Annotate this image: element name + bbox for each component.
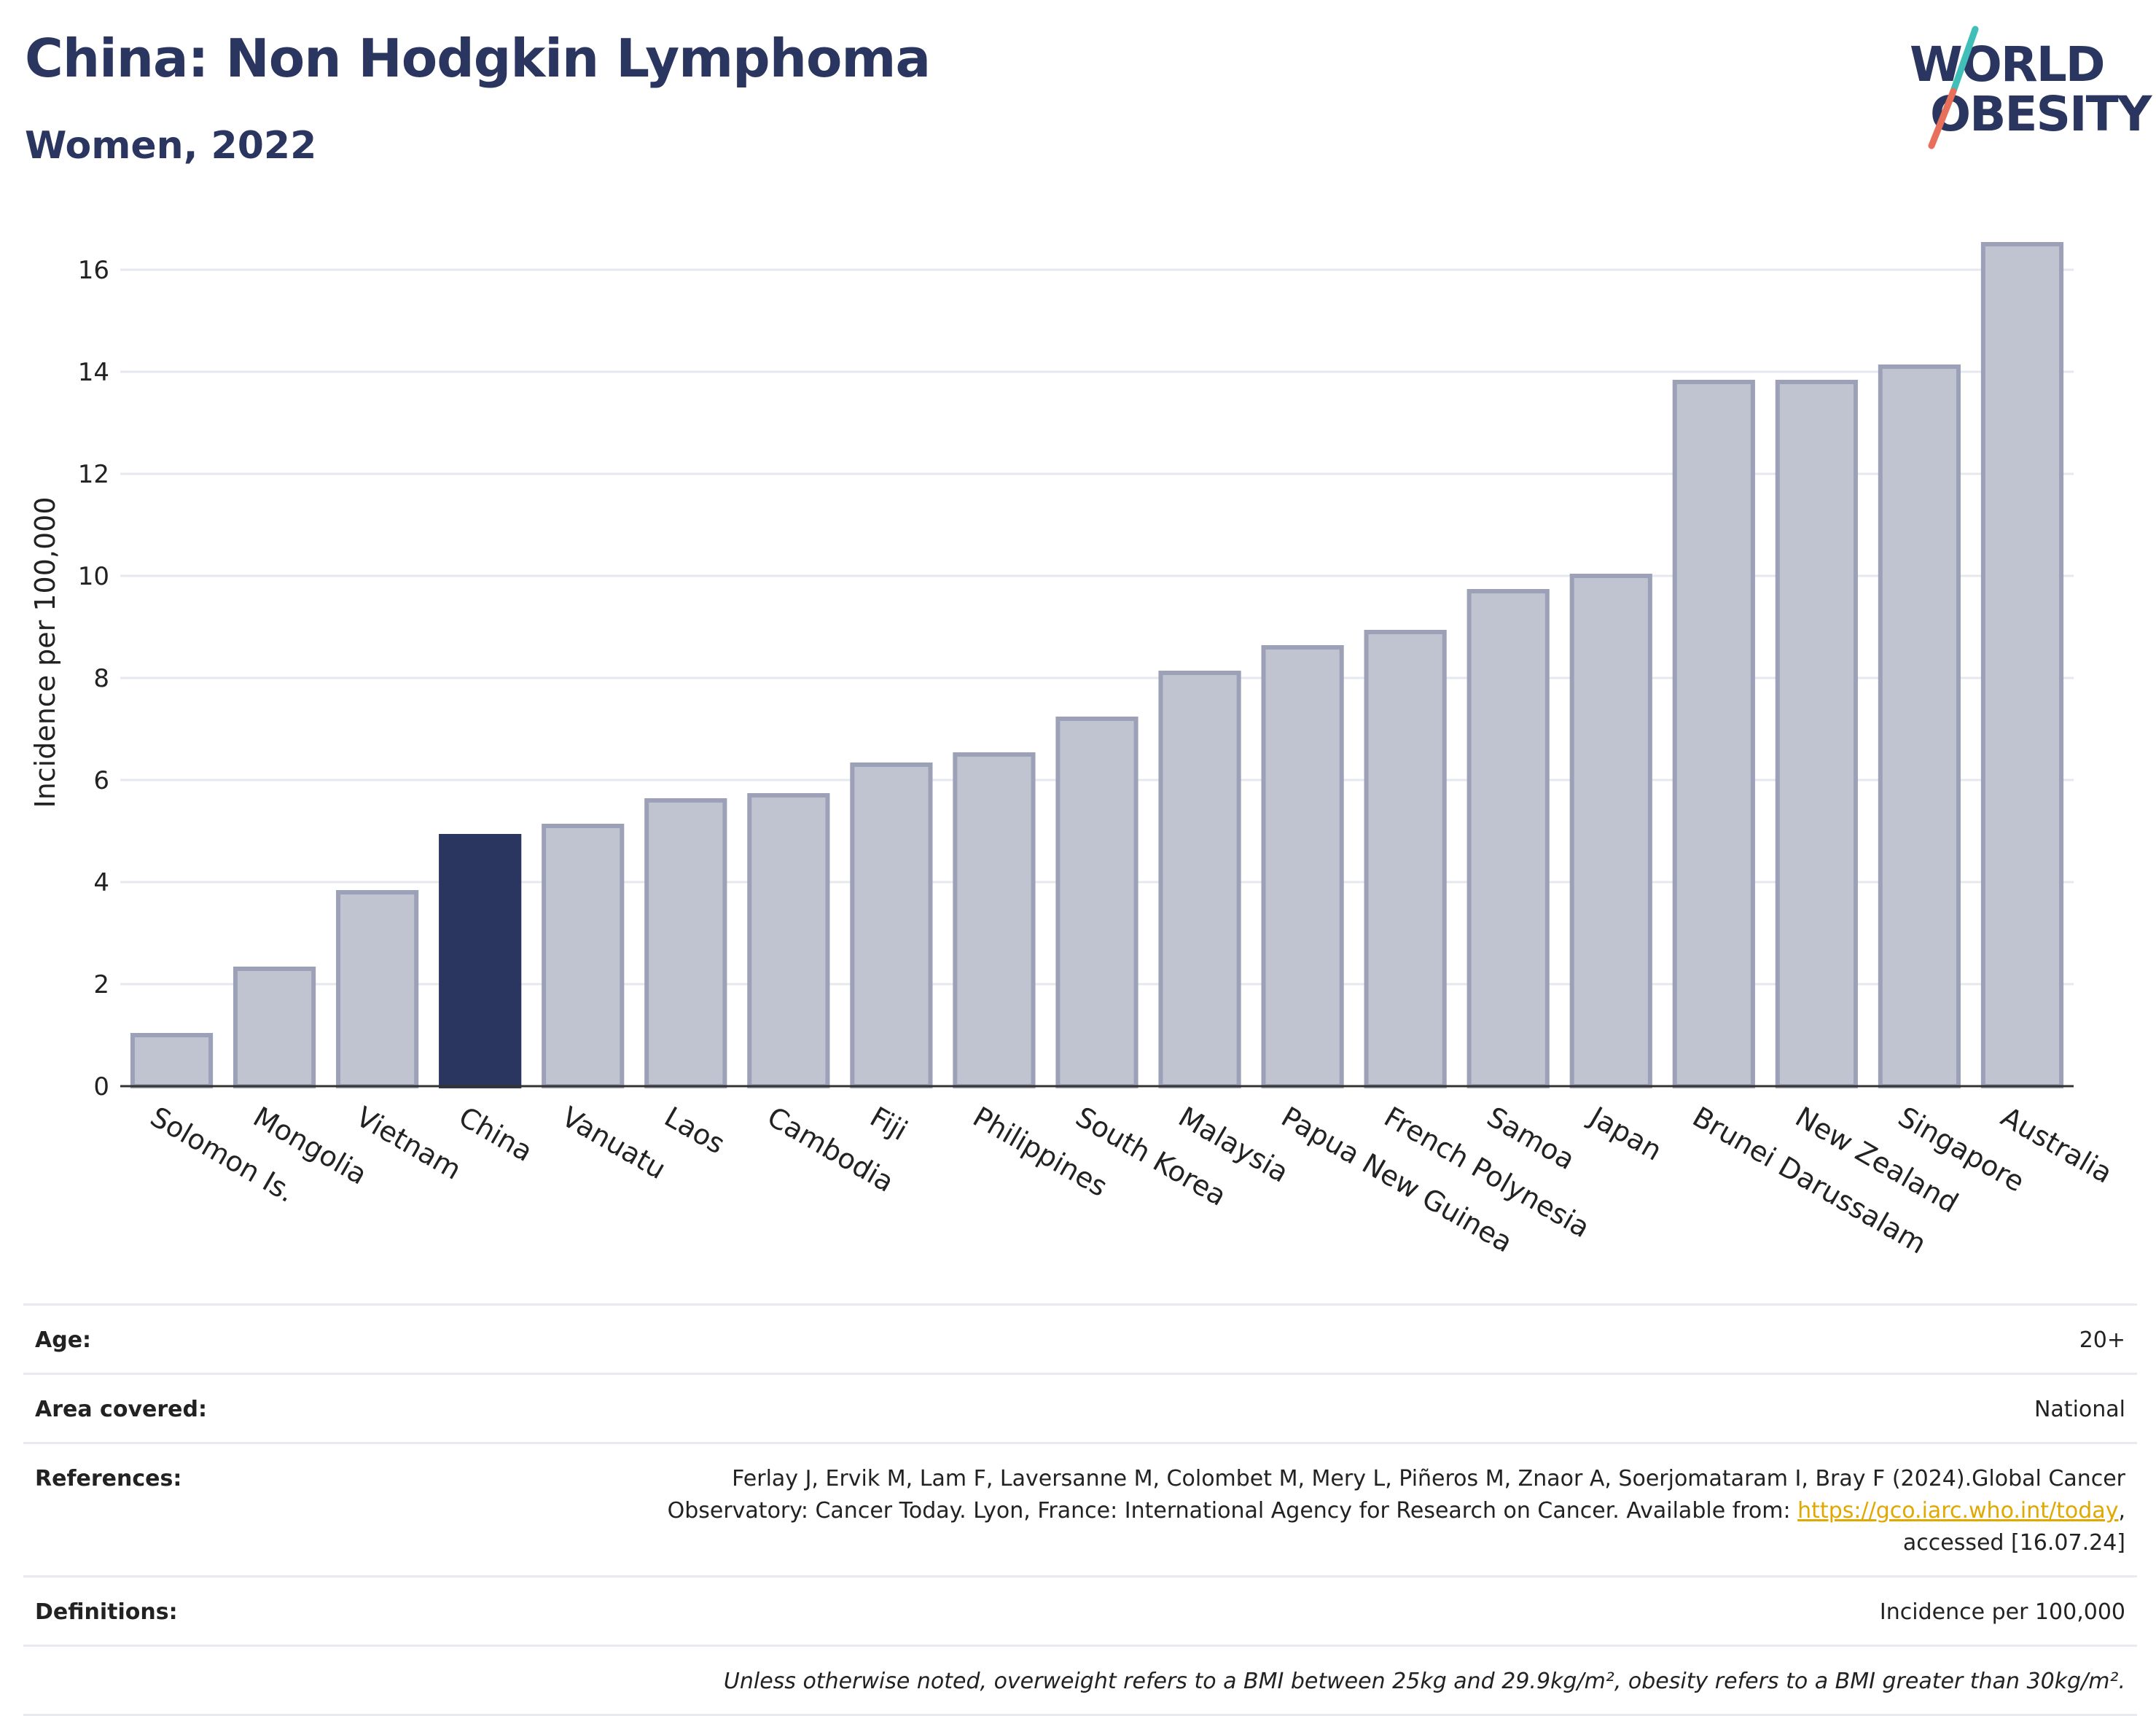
bar-mongolia [233, 967, 316, 1088]
y-tick-label: 16 [78, 256, 109, 285]
area-value: National [2034, 1397, 2125, 1422]
bar-singapore [1878, 364, 1961, 1088]
y-tick-label: 8 [93, 664, 109, 693]
logo-line1: WORLD [1910, 36, 2106, 93]
definitions-label: Definitions: [35, 1599, 178, 1625]
info-row-age: Age: 20+ [23, 1303, 2137, 1373]
bar-brunei-darussalam [1672, 380, 1755, 1088]
age-value: 20+ [2079, 1327, 2125, 1353]
info-row-note: Unless otherwise noted, overweight refer… [23, 1645, 2137, 1716]
bar-cambodia [747, 793, 830, 1088]
y-tick-label: 10 [78, 562, 109, 591]
y-tick-label: 0 [93, 1072, 109, 1101]
chart-title: China: Non Hodgkin Lymphoma [25, 28, 931, 89]
bar-samoa [1466, 589, 1550, 1088]
y-tick-label: 4 [93, 868, 109, 897]
references-link[interactable]: https://gco.iarc.who.int/today [1797, 1498, 2119, 1524]
x-tick-label: Laos [659, 1101, 730, 1161]
references-text-3: accessed [16.07.24] [1902, 1530, 2125, 1556]
references-label: References: [35, 1466, 182, 1491]
info-row-area: Area covered: National [23, 1373, 2137, 1442]
x-tick-label: Vietnam [351, 1101, 466, 1186]
bmi-note: Unless otherwise noted, overweight refer… [723, 1669, 2125, 1694]
bar-laos [644, 798, 727, 1088]
info-row-references: References: Ferlay J, Ervik M, Lam F, La… [23, 1442, 2137, 1575]
references-text-1: Ferlay J, Ervik M, Lam F, Laversanne M, … [732, 1466, 2125, 1491]
y-tick-label: 12 [78, 460, 109, 489]
info-table: Age: 20+ Area covered: National Referenc… [23, 1303, 2137, 1716]
age-label: Age: [35, 1327, 92, 1353]
bar-papua-new-guinea [1261, 645, 1344, 1088]
logo-slash-icon [1928, 26, 1979, 149]
bar-south-korea [1055, 717, 1138, 1088]
x-tick-label: Fiji [864, 1101, 913, 1147]
bar-australia [1980, 242, 2064, 1088]
references-text-2: Observatory: Cancer Today. Lyon, France:… [667, 1498, 1798, 1524]
bar-french-polynesia [1364, 630, 1447, 1088]
area-label: Area covered: [35, 1397, 207, 1422]
bar-malaysia [1158, 671, 1241, 1088]
bar-vanuatu [542, 824, 625, 1088]
bar-vietnam [336, 890, 419, 1088]
logo-line2: OBESITY [1930, 86, 2152, 142]
definitions-value: Incidence per 100,000 [1879, 1599, 2125, 1625]
y-tick-label: 2 [93, 970, 109, 999]
bar-china [439, 834, 522, 1088]
bar-solomon-is- [130, 1033, 214, 1088]
bar-philippines [953, 752, 1036, 1088]
info-row-definitions: Definitions: Incidence per 100,000 [23, 1575, 2137, 1645]
x-tick-label: Japan [1583, 1100, 1668, 1167]
bar-fiji [850, 763, 933, 1088]
world-obesity-logo: WORLD OBESITY [1902, 22, 2152, 153]
chart-subtitle: Women, 2022 [25, 124, 317, 168]
bar-new-zealand [1775, 380, 1858, 1088]
references-value: Ferlay J, Ervik M, Lam F, Laversanne M, … [667, 1466, 2125, 1556]
y-axis-label: Incidence per 100,000 [29, 496, 61, 808]
y-tick-label: 14 [78, 358, 109, 387]
y-tick-label: 6 [93, 766, 109, 795]
bar-japan [1569, 574, 1652, 1088]
x-tick-label: Vanuatu [556, 1101, 671, 1185]
